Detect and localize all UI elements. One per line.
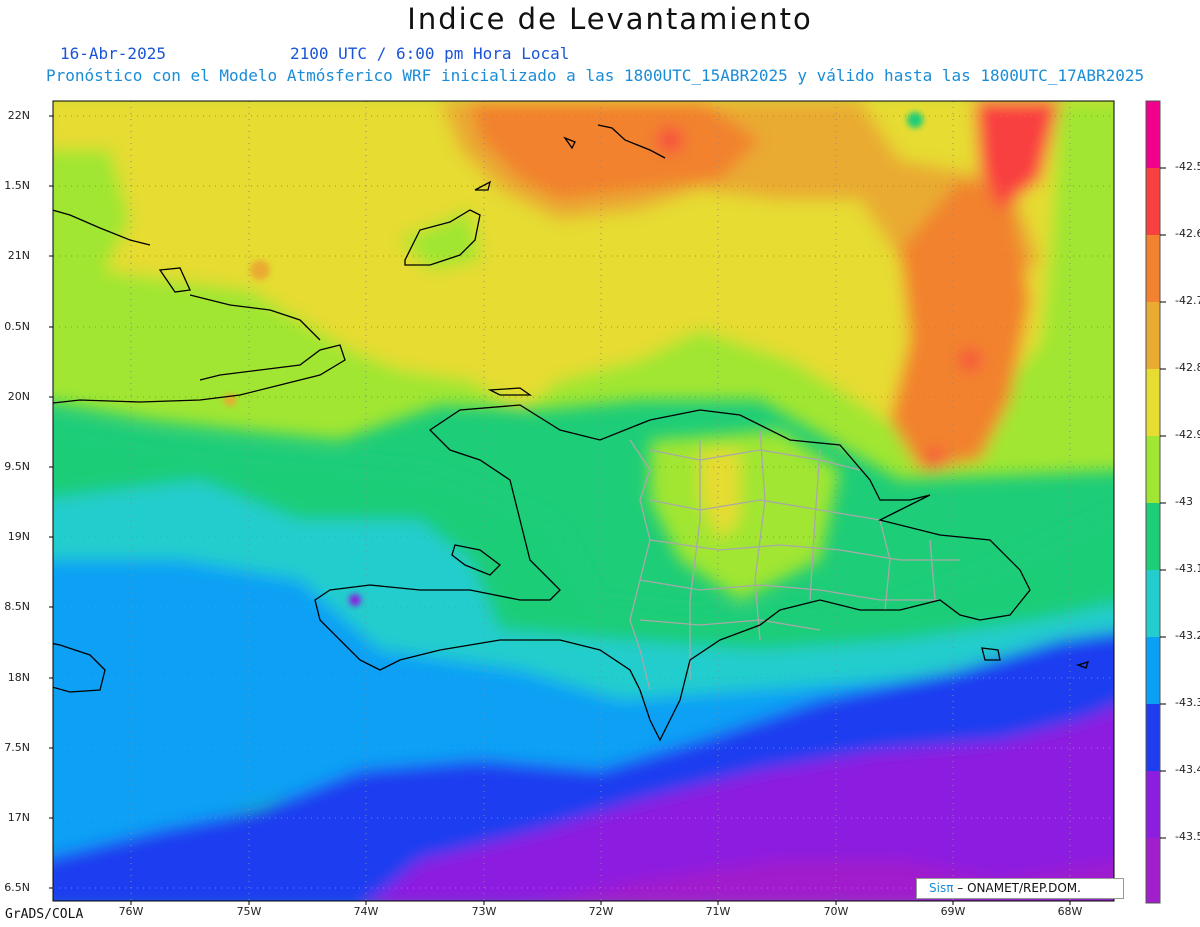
colorbar-label: -43.4 bbox=[1175, 763, 1200, 776]
colorbar-swatch bbox=[1146, 168, 1160, 235]
colorbar-label: -42.5 bbox=[1175, 160, 1200, 173]
model-description: Pronóstico con el Modelo Atmósferico WRF… bbox=[46, 66, 1145, 85]
lat-label: 20N bbox=[7, 390, 30, 403]
lon-label: 68W bbox=[1057, 905, 1083, 918]
lon-label: 75W bbox=[236, 905, 262, 918]
credit-brand: Sisπ bbox=[929, 881, 954, 895]
colorbar-label: -43.1 bbox=[1175, 562, 1200, 575]
coastlines bbox=[53, 124, 1090, 742]
province-borders bbox=[629, 429, 960, 691]
lat-label: 7.5N bbox=[4, 741, 30, 754]
lon-label: 76W bbox=[118, 905, 144, 918]
lon-label: 70W bbox=[823, 905, 849, 918]
colorbar-label: -42.6 bbox=[1175, 227, 1200, 240]
colorbar-swatch bbox=[1146, 235, 1160, 302]
footer-label: GrADS/COLA bbox=[5, 907, 84, 922]
lat-label: 1.5N bbox=[4, 179, 30, 192]
lon-label: 73W bbox=[471, 905, 497, 918]
colorbar-label: -42.9 bbox=[1175, 428, 1200, 441]
lat-label: 6.5N bbox=[4, 881, 30, 894]
colorbar bbox=[1145, 100, 1166, 904]
forecast-date: 16-Abr-2025 bbox=[60, 44, 166, 63]
colorbar-swatch bbox=[1146, 436, 1160, 503]
lat-label: 0.5N bbox=[4, 320, 30, 333]
colorbar-label: -43.3 bbox=[1175, 696, 1200, 709]
lat-label: 8.5N bbox=[4, 600, 30, 613]
colorbar-label: -43.2 bbox=[1175, 629, 1200, 642]
colorbar-swatch bbox=[1146, 503, 1160, 570]
colorbar-swatch bbox=[1146, 302, 1160, 369]
colorbar-label: -43 bbox=[1175, 495, 1193, 508]
credit-org: – ONAMET/REP.DOM. bbox=[957, 881, 1081, 895]
colorbar-swatch bbox=[1146, 704, 1160, 771]
colorbar-swatch bbox=[1146, 570, 1160, 637]
lat-label: 17N bbox=[7, 811, 30, 824]
colorbar-label: -42.7 bbox=[1175, 294, 1200, 307]
lat-label: 18N bbox=[7, 671, 30, 684]
colorbar-swatch bbox=[1146, 101, 1160, 168]
lat-label: 9.5N bbox=[4, 460, 30, 473]
colorbar-label: -43.5 bbox=[1175, 830, 1200, 843]
lat-label: 21N bbox=[7, 249, 30, 262]
lifted-index-field bbox=[53, 101, 1114, 901]
map-title: Indice de Levantamiento bbox=[407, 2, 813, 36]
colorbar-swatch bbox=[1146, 771, 1160, 838]
plot-frame bbox=[52, 100, 1115, 902]
colorbar-swatch bbox=[1146, 637, 1160, 704]
lat-label: 22N bbox=[7, 109, 30, 122]
colorbar-label: -42.8 bbox=[1175, 361, 1200, 374]
colorbar-swatch bbox=[1146, 838, 1160, 903]
lat-label: 19N bbox=[7, 530, 30, 543]
credit-box: Sisπ – ONAMET/REP.DOM. bbox=[916, 878, 1124, 899]
lon-label: 72W bbox=[588, 905, 614, 918]
lon-label: 71W bbox=[705, 905, 731, 918]
colorbar-swatch bbox=[1146, 369, 1160, 436]
lon-label: 74W bbox=[353, 905, 379, 918]
lon-label: 69W bbox=[940, 905, 966, 918]
forecast-time: 2100 UTC / 6:00 pm Hora Local bbox=[290, 44, 570, 63]
